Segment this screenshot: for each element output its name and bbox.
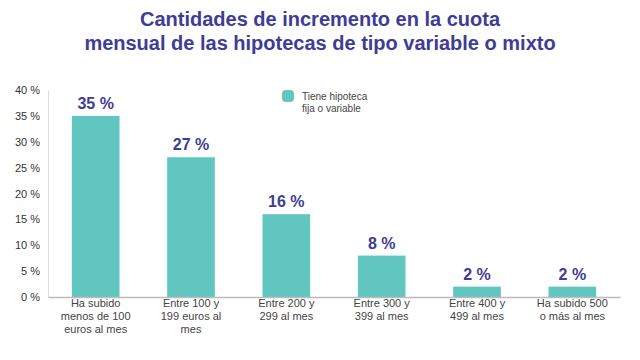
x-tick: Entre 300 y399 al mes — [354, 297, 411, 322]
bar — [167, 157, 215, 297]
data-label: 16 % — [268, 193, 304, 210]
data-label: 2 % — [559, 266, 587, 283]
y-tick: 10 % — [15, 239, 48, 251]
bars — [72, 116, 596, 297]
legend: Tiene hipotecafija o variable — [282, 90, 368, 114]
x-tick: Entre 100 y199 euros almes — [161, 297, 222, 335]
data-label: 8 % — [368, 235, 396, 252]
data-label: 35 % — [77, 95, 113, 112]
x-axis-line — [49, 297, 621, 299]
y-tick: 0 % — [21, 291, 48, 303]
x-tick-label: Ha subido 500o más al mes — [537, 297, 608, 322]
bar — [549, 287, 597, 297]
y-tick-label: 35 % — [15, 110, 40, 122]
title: Cantidades de incremento en la cuotamens… — [84, 8, 555, 54]
bar — [263, 214, 311, 297]
y-tick-label: 10 % — [15, 239, 40, 251]
y-tick: 15 % — [15, 213, 48, 225]
y-axis: 0 % 5 % 10 % 15 % 20 % 25 % 30 % 35 % 40 % — [15, 84, 49, 303]
bar — [72, 116, 120, 297]
data-label: 2 % — [463, 266, 491, 283]
y-tick-label: 0 % — [21, 291, 40, 303]
x-tick-label: Entre 200 y299 al mes — [258, 297, 315, 322]
bar — [453, 287, 501, 297]
x-tick: Entre 400 y499 al mes — [449, 297, 506, 322]
y-axis-line — [48, 91, 49, 298]
x-tick: Entre 200 y299 al mes — [258, 297, 315, 322]
legend-item: Tiene hipotecafija o variable — [282, 90, 368, 114]
data-labels: 35 % 27 % 16 % 8 % 2 % 2 % — [77, 95, 586, 283]
y-tick: 5 % — [21, 265, 48, 277]
bar — [358, 256, 406, 297]
y-tick-label: 5 % — [21, 265, 40, 277]
legend-swatch — [282, 90, 294, 102]
plot: 0 % 5 % 10 % 15 % 20 % 25 % 30 % 35 % 40 % Ha sub… — [15, 84, 621, 335]
y-tick: 40 % — [15, 84, 48, 96]
x-tick-label: Ha subidomenos de 100euros al mes — [61, 297, 131, 335]
y-tick-label: 40 % — [15, 84, 40, 96]
x-tick: Ha subidomenos de 100euros al mes — [61, 297, 131, 335]
data-label: 27 % — [173, 136, 209, 153]
legend-label: Tiene hipotecafija o variable — [302, 91, 368, 114]
x-tick: Ha subido 500o más al mes — [537, 297, 608, 322]
x-tick-label: Entre 400 y499 al mes — [449, 297, 506, 322]
y-tick-label: 25 % — [15, 162, 40, 174]
y-tick: 25 % — [15, 162, 48, 174]
y-tick-label: 20 % — [15, 188, 40, 200]
chart: Cantidades de incremento en la cuotamens… — [0, 0, 640, 360]
y-tick: 35 % — [15, 110, 48, 122]
y-tick-label: 30 % — [15, 136, 40, 148]
y-tick: 30 % — [15, 136, 48, 148]
y-tick: 20 % — [15, 188, 48, 200]
y-tick-label: 15 % — [15, 213, 40, 225]
x-axis: Ha subidomenos de 100euros al mes Entre 1… — [49, 297, 621, 335]
x-tick-label: Entre 300 y399 al mes — [354, 297, 411, 322]
x-tick-label: Entre 100 y199 euros almes — [161, 297, 222, 335]
